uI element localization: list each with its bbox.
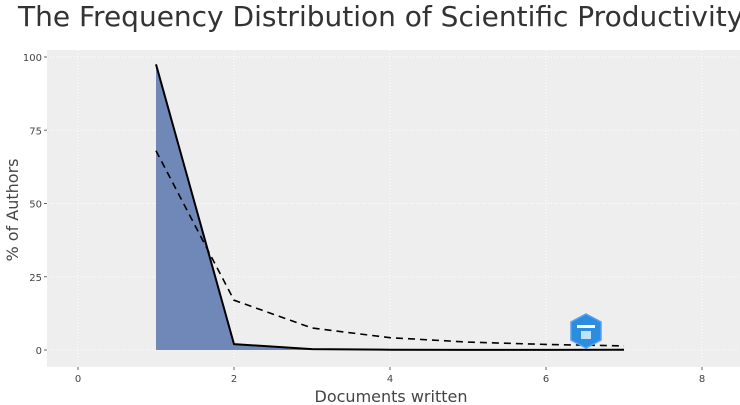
ticks: 0 2 4 6 8 0 25 50 75 100 — [23, 53, 705, 385]
y-tick-label: 75 — [29, 126, 42, 137]
chart-title: The Frequency Distribution of Scientific… — [17, 0, 740, 33]
area-fill — [156, 64, 624, 350]
y-tick-label: 0 — [36, 346, 42, 357]
y-tick-label: 50 — [29, 200, 42, 211]
x-tick-label: 6 — [543, 374, 549, 385]
y-tick-label: 25 — [29, 273, 42, 284]
x-tick-label: 8 — [699, 374, 705, 385]
marks — [155, 64, 625, 351]
observed-line — [155, 64, 625, 351]
theoretical-line — [155, 150, 625, 347]
y-axis-label: % of Authors — [3, 159, 22, 262]
y-tick-label: 100 — [23, 53, 42, 64]
logo — [570, 313, 602, 349]
grid — [47, 50, 740, 367]
plot-panel — [47, 50, 740, 367]
x-tick-label: 0 — [75, 374, 81, 385]
x-axis-label: Documents written — [315, 387, 468, 405]
x-tick-label: 4 — [387, 374, 393, 385]
x-tick-label: 2 — [231, 374, 237, 385]
